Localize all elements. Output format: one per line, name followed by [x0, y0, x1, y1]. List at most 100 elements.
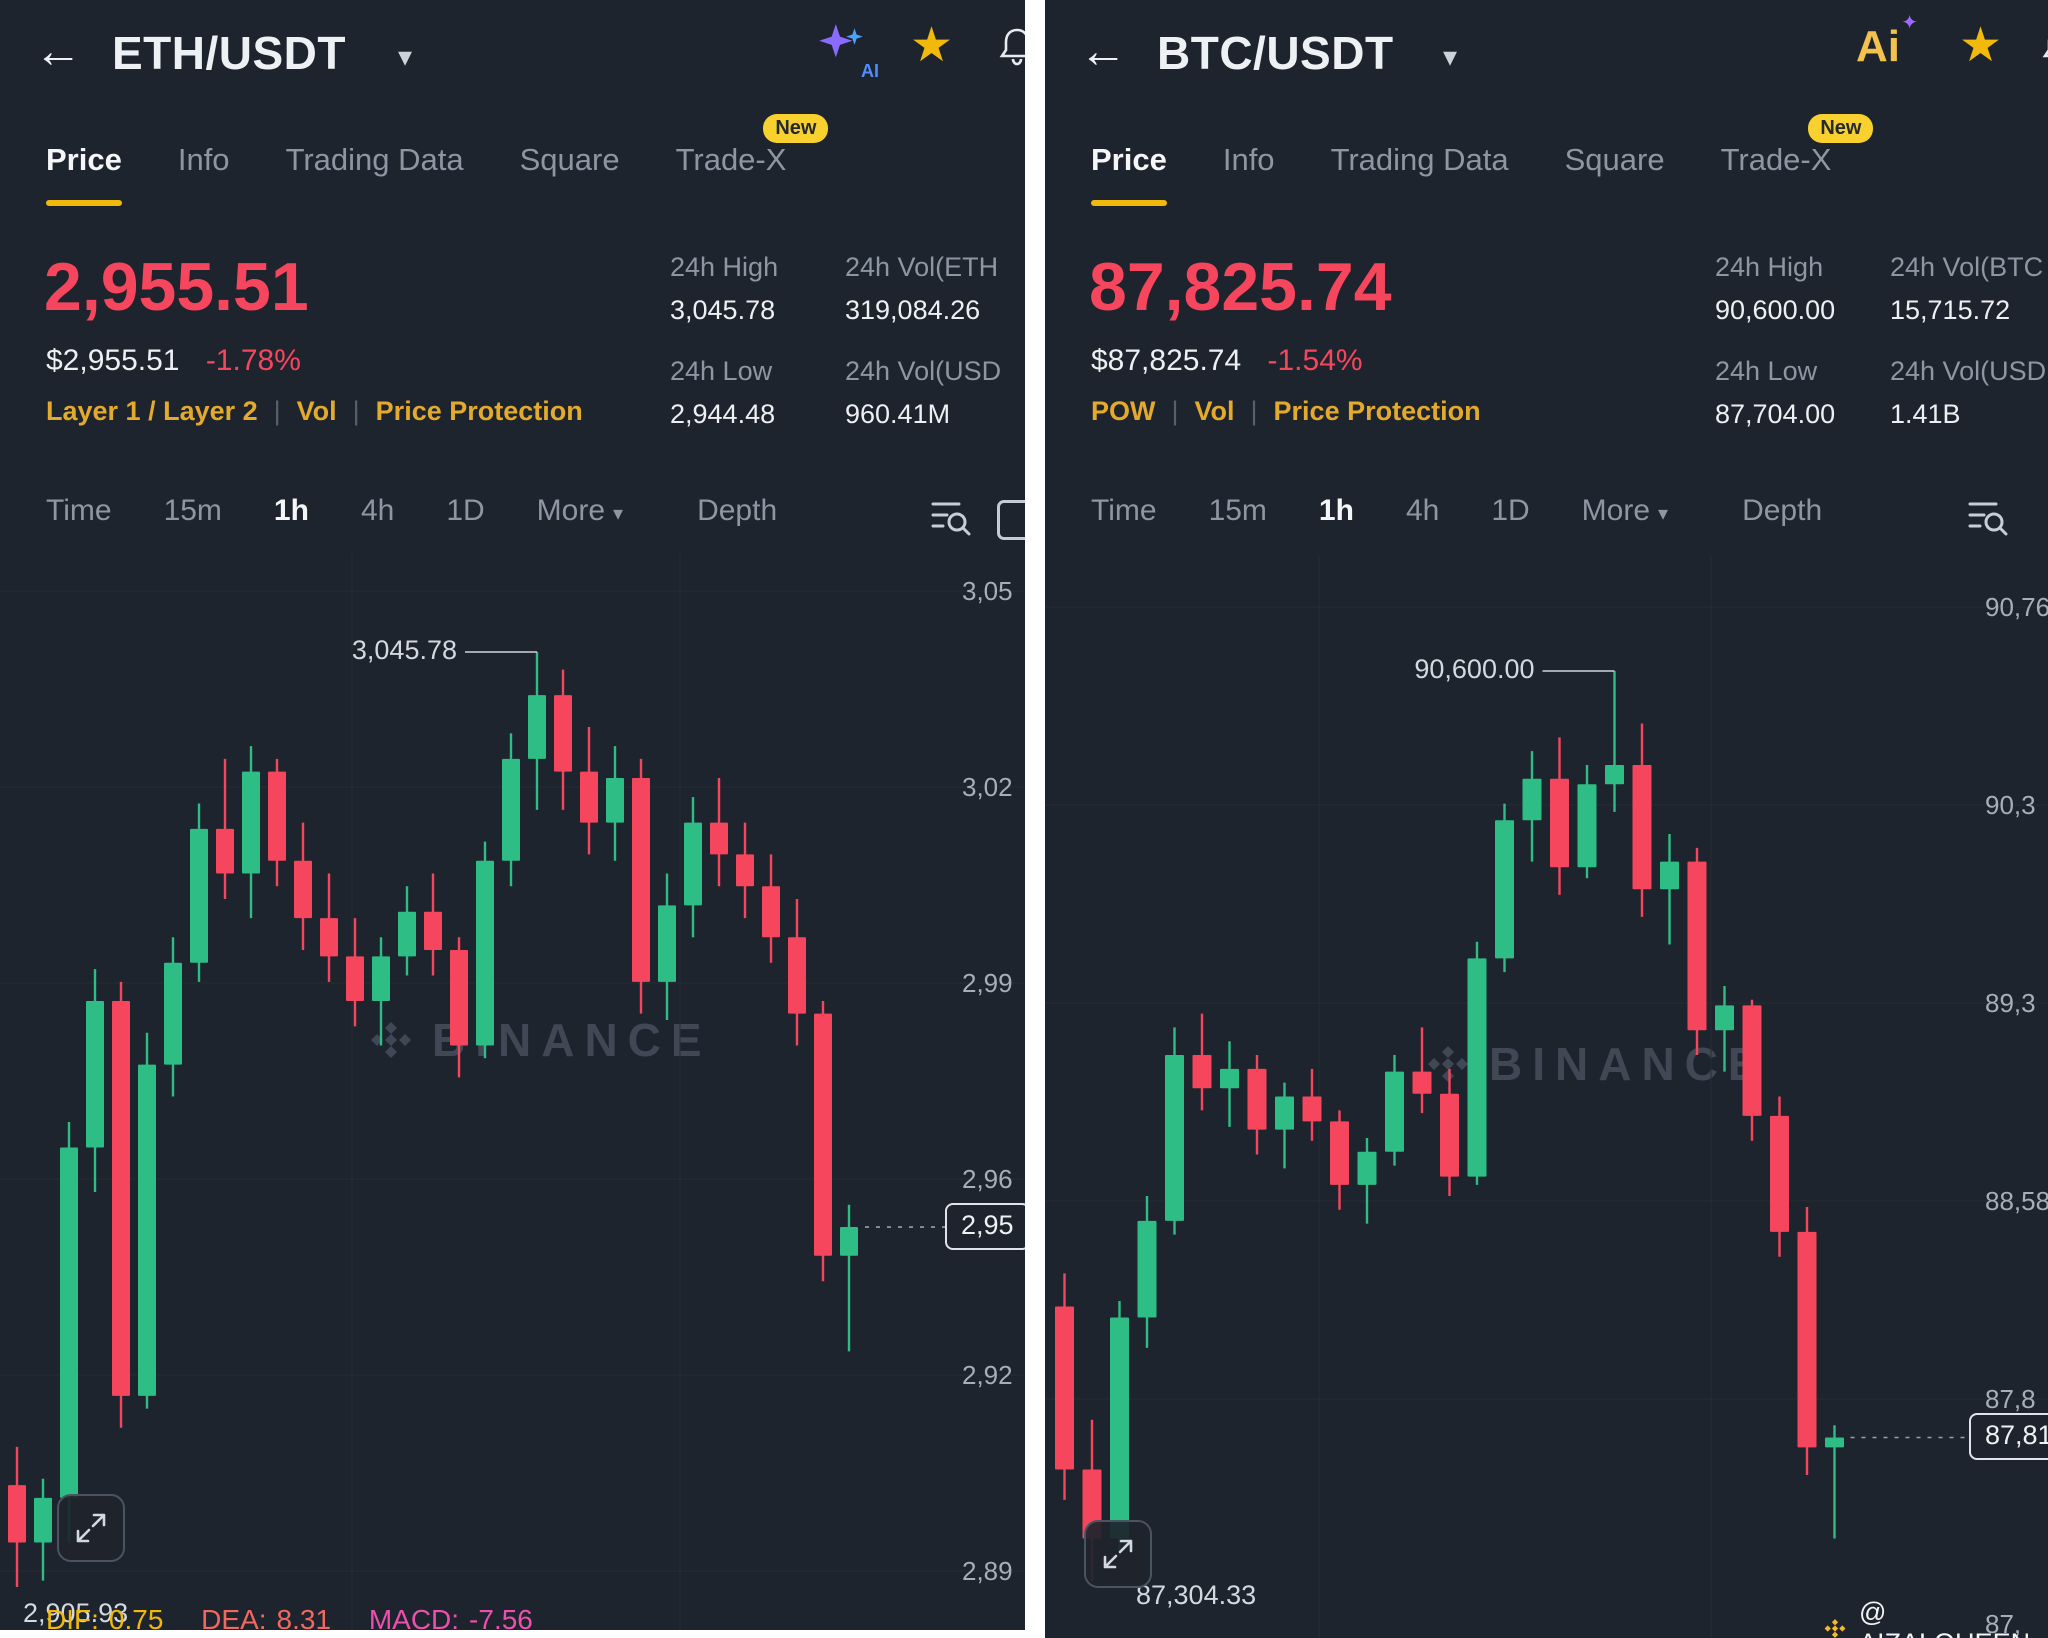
favorite-star-icon[interactable]: ★ [1958, 19, 2002, 72]
fiat-price-line: $2,955.51 -1.78% [46, 344, 301, 378]
candlestick-canvas[interactable]: 90,76 90,3 89,3 88,58 87,8 87, [1045, 555, 2048, 1638]
svg-text:2,96: 2,96 [962, 1164, 1013, 1194]
token-tags: POW | Vol | Price Protection [1091, 396, 1481, 427]
back-arrow-icon[interactable]: ← [34, 25, 82, 78]
notifications-bell-icon[interactable] [999, 26, 1025, 71]
favorite-star-icon[interactable]: ★ [909, 19, 953, 72]
tab-trade-x-label: Trade-X [1720, 142, 1832, 177]
candlestick-canvas[interactable]: 3,05 3,02 2,99 2,96 2,92 2,89 [0, 555, 1025, 1630]
interval-bar: Time 15m 1h 4h 1D More ▾ Depth [1091, 494, 1822, 528]
expand-arrows-icon [76, 1513, 106, 1543]
stat-label: 24h Low [1715, 356, 1818, 386]
expand-chart-button[interactable] [1084, 1520, 1152, 1588]
interval-15m[interactable]: 15m [1208, 494, 1267, 527]
stat-value: 1.41B [1890, 399, 1961, 429]
stat-label: 24h Vol(USD [1890, 356, 2047, 386]
more-label: More [536, 494, 606, 527]
token-tags: Layer 1 / Layer 2 | Vol | Price Protection [46, 396, 583, 427]
tab-info[interactable]: Info [177, 142, 230, 177]
pair-title[interactable]: ETH/USDT [112, 27, 346, 79]
tab-trading-data[interactable]: Trading Data [1330, 142, 1509, 177]
last-price: 2,955.51 [44, 249, 309, 325]
svg-text:90,76: 90,76 [1985, 592, 2048, 622]
tab-square[interactable]: Square [1564, 142, 1665, 177]
tag-vol[interactable]: Vol [296, 396, 337, 426]
creator-watermark: @ AIZALQUEEN [1823, 1597, 2048, 1638]
fiat-price: $87,825.74 [1091, 344, 1242, 377]
price-chart[interactable]: BINANCE DIF: 0.75 DEA: 8.31 MACD: -7.56 3,0… [0, 555, 1025, 1630]
eth-usdt-screen: ← ETH/USDT ▾ AI ★ Price Info Trading [0, 0, 1025, 1630]
fullscreen-chart-icon[interactable] [997, 500, 1025, 540]
stat-24h-vol-quote: 24h Vol(USD 960.41M [845, 356, 1001, 430]
tab-price[interactable]: Price [1091, 142, 1167, 177]
stat-label: 24h Vol(USD [845, 356, 1002, 386]
last-price-tag: 2,95 [945, 1203, 1025, 1251]
ai-label: AI [861, 61, 879, 81]
macd-indicator-values: DIF: 0.75 DEA: 8.31 MACD: -7.56 [46, 1604, 563, 1630]
tag-price-protection[interactable]: Price Protection [375, 396, 583, 426]
stat-value: 15,715.72 [1890, 295, 2011, 325]
svg-text:88,58: 88,58 [1985, 1186, 2048, 1216]
interval-more-dropdown[interactable]: More ▾ [537, 494, 623, 528]
tab-trade-x[interactable]: Trade-X New [676, 114, 829, 178]
tag-separator: | [1250, 396, 1258, 426]
header: ← ETH/USDT ▾ AI ★ [0, 19, 1025, 100]
last-price: 87,825.74 [1089, 249, 1392, 325]
ai-assistant-icon[interactable]: Ai ✦ [1856, 12, 1918, 72]
expand-chart-button[interactable] [57, 1494, 125, 1562]
tag-vol[interactable]: Vol [1194, 396, 1235, 426]
stat-value: 3,045.78 [670, 295, 776, 325]
price-change-24h: -1.54% [1267, 344, 1363, 377]
stat-24h-vol-base: 24h Vol(ETH 319,084.26 [845, 252, 998, 326]
last-price-tag: 87,81 [1969, 1413, 2048, 1461]
interval-1h[interactable]: 1h [273, 494, 309, 527]
tag-category[interactable]: Layer 1 / Layer 2 [46, 396, 258, 426]
fiat-price-line: $87,825.74 -1.54% [1091, 344, 1363, 378]
new-badge: New [763, 114, 829, 143]
tab-square[interactable]: Square [519, 142, 620, 177]
chevron-down-icon[interactable]: ▾ [398, 41, 413, 72]
svg-text:3,02: 3,02 [962, 772, 1013, 802]
stat-label: 24h High [670, 252, 779, 282]
svg-text:90,3: 90,3 [1985, 790, 2036, 820]
tag-category[interactable]: POW [1091, 396, 1156, 426]
interval-15m[interactable]: 15m [163, 494, 222, 527]
stat-24h-high: 24h High 90,600.00 [1715, 252, 1835, 326]
notifications-bell-icon[interactable] [2042, 26, 2048, 71]
interval-1d[interactable]: 1D [446, 494, 485, 527]
interval-1d[interactable]: 1D [1491, 494, 1530, 527]
interval-1h[interactable]: 1h [1318, 494, 1354, 527]
depth-toggle[interactable]: Depth [697, 494, 778, 527]
sparkle-icon: ✦ [1901, 12, 1918, 34]
interval-more-dropdown[interactable]: More ▾ [1582, 494, 1668, 528]
depth-toggle[interactable]: Depth [1742, 494, 1823, 527]
tab-info[interactable]: Info [1222, 142, 1275, 177]
price-chart[interactable]: BINANCE @ AIZALQUEEN 90,76 90,3 89,3 88,58 8… [1045, 555, 2048, 1638]
interval-time[interactable]: Time [1091, 494, 1157, 527]
chart-high-annotation: 90,600.00 [1414, 654, 1535, 685]
indicator-settings-icon[interactable] [929, 496, 971, 536]
svg-text:89,3: 89,3 [1985, 988, 2036, 1018]
interval-time[interactable]: Time [46, 494, 112, 527]
tab-price[interactable]: Price [46, 142, 122, 177]
interval-4h[interactable]: 4h [360, 494, 395, 527]
indicator-settings-icon[interactable] [1966, 496, 2008, 536]
stat-value: 87,704.00 [1715, 399, 1836, 429]
tab-trading-data[interactable]: Trading Data [285, 142, 464, 177]
ai-assistant-icon[interactable]: AI [813, 20, 879, 81]
chevron-down-icon[interactable]: ▾ [1443, 41, 1458, 72]
chevron-down-icon: ▾ [613, 503, 624, 525]
fiat-price: $2,955.51 [46, 344, 180, 377]
expand-arrows-icon [1103, 1539, 1133, 1569]
watermark-text: BINANCE [1489, 1038, 1769, 1090]
pair-title[interactable]: BTC/USDT [1157, 27, 1394, 79]
tag-price-protection[interactable]: Price Protection [1273, 396, 1481, 426]
svg-text:3,05: 3,05 [962, 576, 1013, 606]
svg-text:2,99: 2,99 [962, 968, 1013, 998]
interval-4h[interactable]: 4h [1405, 494, 1440, 527]
stat-24h-low: 24h Low 2,944.48 [670, 356, 775, 430]
new-badge: New [1808, 114, 1874, 143]
back-arrow-icon[interactable]: ← [1079, 25, 1127, 78]
tab-trade-x[interactable]: Trade-X New [1720, 114, 1874, 178]
